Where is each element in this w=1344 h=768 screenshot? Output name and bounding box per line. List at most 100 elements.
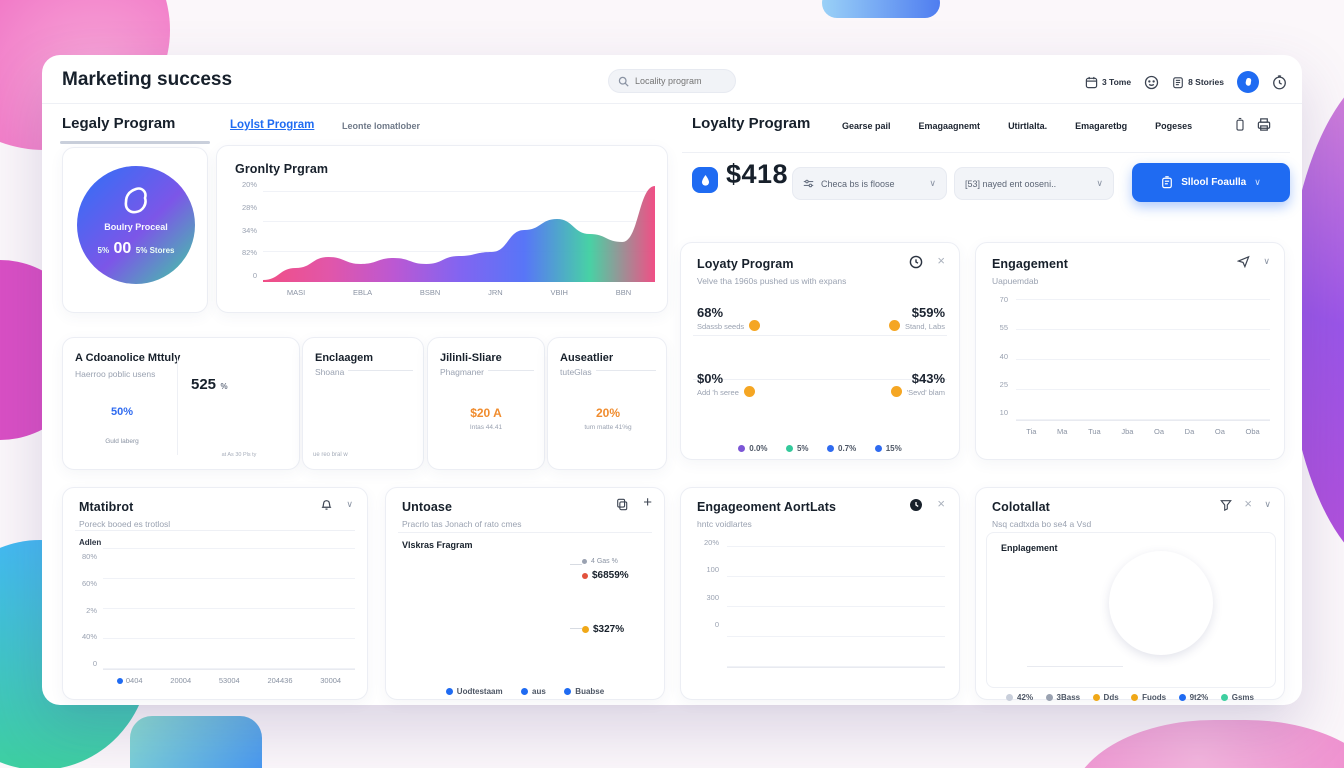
- y-tick: 70: [999, 295, 1008, 304]
- close-icon[interactable]: ×: [1244, 496, 1252, 511]
- legend-item: 3Bass: [1045, 693, 1080, 702]
- menu-item-progress[interactable]: Pogeses: [1155, 121, 1193, 131]
- stat-label: Stand, Labs: [904, 322, 945, 331]
- teams-label: 3 Tome: [1101, 77, 1132, 87]
- active-tab-underline: [60, 141, 210, 144]
- y-tick: 10: [999, 408, 1008, 417]
- tab-leonte[interactable]: Leonte lomatlober: [342, 121, 421, 131]
- avatar[interactable]: [1237, 71, 1259, 93]
- battery-icon[interactable]: [1234, 117, 1246, 132]
- stories-label: 8 Stories: [1188, 77, 1224, 87]
- chevron-down-icon[interactable]: ∨: [346, 499, 353, 509]
- x-label: Jba: [1121, 427, 1134, 436]
- search-input[interactable]: [635, 76, 725, 86]
- card-subtitle: Uapuemdab: [992, 276, 1039, 286]
- report-icon: [1161, 176, 1173, 189]
- y-tick: 80%: [81, 552, 97, 561]
- pie-sub: 7.7b: [1149, 595, 1163, 602]
- history-icon[interactable]: [909, 255, 923, 269]
- x-label: JRN: [488, 288, 503, 297]
- menu-item-utirtlalta[interactable]: Utirtlalta.: [1008, 121, 1048, 131]
- x-label: Da: [1184, 427, 1195, 436]
- help-icon[interactable]: [1144, 75, 1159, 90]
- y-tick: 100: [706, 565, 719, 575]
- card-title: Engagement: [992, 257, 1069, 271]
- chevron-down-icon[interactable]: ∨: [1264, 499, 1271, 509]
- dashboard-window: Marketing success 3 Tome 8 Stories Legal…: [42, 55, 1302, 705]
- background-blob-top-center: [822, 0, 940, 18]
- menu-item-engagement[interactable]: Emagaagnemt: [918, 121, 981, 131]
- share-gauge: [444, 378, 528, 462]
- y-tick: 2%: [86, 605, 97, 615]
- stat-value: 525: [191, 376, 217, 393]
- menu-item-engagement2[interactable]: Emagaretbg: [1075, 121, 1128, 131]
- clock-icon[interactable]: [1272, 74, 1287, 90]
- close-icon[interactable]: ×: [937, 253, 945, 268]
- metric-subtitle: Shoana: [315, 367, 345, 377]
- copy-icon[interactable]: [616, 498, 628, 511]
- tab-loylst-program[interactable]: Loylst Program: [230, 119, 315, 131]
- slice-label: 44%: [474, 558, 488, 565]
- metric-card-overview: A Cdoanolice Mttuly Haerroo poblic usens…: [62, 337, 300, 470]
- card-subtitle: Pracrlo tas Jonach of rato cmes: [402, 519, 522, 529]
- stories-toolbar-item[interactable]: 8 Stories: [1172, 76, 1224, 89]
- legend-item: Fuods: [1131, 693, 1166, 702]
- y-tick: 55: [999, 323, 1008, 333]
- printer-icon[interactable]: [1256, 117, 1272, 132]
- stat-dot: [749, 320, 761, 331]
- search-box[interactable]: [608, 69, 736, 93]
- card-subtitle: hntc voidlartes: [697, 519, 752, 529]
- chevron-down-icon[interactable]: ∨: [1263, 256, 1270, 266]
- collab-inner-panel: Enplagement 28% 7.7b: [986, 532, 1276, 688]
- filter-icon[interactable]: [1220, 499, 1232, 511]
- y-tick: 0: [252, 271, 257, 280]
- plus-icon[interactable]: +: [643, 494, 652, 511]
- gauge-value: $20 A: [470, 406, 502, 420]
- y-tick: 25: [999, 379, 1008, 389]
- menu-item-gearse[interactable]: Gearse pail: [842, 121, 891, 131]
- filter-dropdown-b[interactable]: [53] nayed ent ooseni.. ∨: [954, 167, 1114, 200]
- metric-subtitle: Phagmaner: [440, 367, 484, 377]
- filter-dropdown-a[interactable]: Checa bs is floose ∨: [792, 167, 947, 200]
- tab-legaly-program[interactable]: Legaly Program: [62, 115, 176, 132]
- gauge-caption: tum matte 41%g: [584, 424, 632, 431]
- close-icon[interactable]: ×: [937, 496, 945, 511]
- stat-unit: %: [220, 382, 228, 391]
- overview-circle: Boulry Proceal 5% 00 5% Stores: [77, 166, 195, 284]
- x-label: Ma: [1057, 427, 1068, 436]
- x-label: 30004: [320, 676, 342, 685]
- x-label: Tia: [1026, 427, 1037, 436]
- background-blob-bottom-square: [130, 716, 262, 768]
- metric-subtitle: Haerroo poblic usens: [75, 369, 156, 379]
- chevron-down-icon: ∨: [1254, 177, 1261, 187]
- legend-item: Buabse: [564, 687, 604, 696]
- card-title: Loyaty Program: [697, 257, 794, 271]
- x-label: VBIH: [550, 288, 568, 297]
- page-title: Marketing success: [62, 69, 233, 90]
- history-icon[interactable]: [909, 498, 923, 512]
- y-tick: 34%: [241, 225, 257, 235]
- growth-area-chart: [263, 182, 655, 282]
- slice-label: 43%: [450, 598, 464, 605]
- stat-label: 'Sevd' blam: [906, 388, 945, 397]
- bell-icon[interactable]: [320, 498, 333, 511]
- x-label: BSBN: [419, 288, 441, 297]
- metric-card-engagement: Enclaagem Shoana ue reo bral w: [302, 337, 424, 470]
- y-tick: 60%: [81, 578, 97, 588]
- analytics-bar-chart: [727, 534, 945, 668]
- metric-title: Auseatlier: [560, 352, 614, 364]
- gauge-caption: Guld laberg: [105, 438, 139, 445]
- send-icon[interactable]: [1237, 255, 1250, 268]
- overview-value-prefix: 5%: [97, 246, 110, 255]
- metric-subtitle: tuteGlas: [560, 367, 592, 377]
- collab-pie-chart: [1109, 551, 1213, 655]
- primary-action-button[interactable]: Sllool Foaulla ∨: [1132, 163, 1290, 202]
- filter-a-label: Checa bs is floose: [821, 178, 895, 189]
- card-subtitle: Velve tha 1960s pushed us with expans: [697, 276, 847, 286]
- filter-b-label: [53] nayed ent ooseni..: [965, 178, 1057, 189]
- teams-toolbar-item[interactable]: 3 Tome: [1085, 76, 1131, 89]
- inner-title: Enplagement: [1001, 543, 1058, 553]
- engagement-card: Engagement Uapuemdab ∨ 70 55 40 25 10 Ti…: [975, 242, 1285, 460]
- legend-item: 5%: [785, 444, 809, 453]
- y-tick: 40%: [81, 632, 97, 642]
